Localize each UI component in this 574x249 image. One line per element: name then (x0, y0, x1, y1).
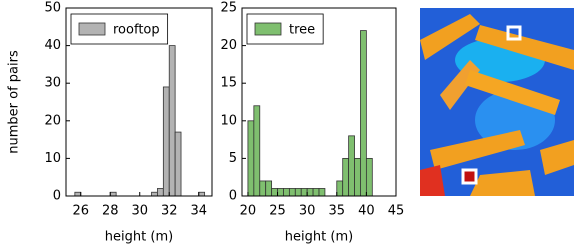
figure: 262830323401020304050height (m)number of… (0, 0, 574, 249)
y-tick-label: 20 (220, 38, 237, 53)
x-tick-label: 26 (72, 204, 89, 219)
y-tick-label: 20 (44, 113, 61, 128)
bar (75, 192, 81, 196)
x-tick-label: 25 (269, 204, 286, 219)
y-tick-label: 25 (220, 1, 237, 16)
bar (319, 188, 325, 196)
bar (163, 87, 169, 196)
bar (343, 158, 349, 196)
bar (248, 121, 254, 196)
bar (283, 188, 289, 196)
y-tick-label: 0 (53, 189, 61, 204)
bar (272, 188, 278, 196)
bar (175, 132, 181, 196)
x-tick-label: 32 (161, 204, 178, 219)
bar (295, 188, 301, 196)
bar (313, 188, 319, 196)
y-tick-label: 15 (220, 76, 237, 91)
y-axis-label: number of pairs (7, 50, 22, 154)
x-tick-label: 45 (388, 204, 405, 219)
y-tick-label: 0 (229, 189, 237, 204)
bar (152, 192, 158, 196)
bar (289, 188, 295, 196)
x-tick-label: 30 (299, 204, 316, 219)
x-tick-label: 34 (190, 204, 207, 219)
bar (278, 188, 284, 196)
x-tick-label: 20 (240, 204, 257, 219)
y-tick-label: 50 (44, 1, 61, 16)
x-axis-label: height (m) (285, 230, 353, 245)
y-tick-label: 10 (220, 113, 237, 128)
bar (110, 192, 116, 196)
x-axis-label: height (m) (105, 230, 173, 245)
bar (366, 158, 372, 196)
legend-swatch (79, 23, 105, 35)
bar (355, 158, 361, 196)
bar (157, 188, 163, 196)
legend-label: tree (289, 23, 315, 38)
bar (349, 136, 355, 196)
bar (254, 106, 260, 196)
bar (307, 188, 313, 196)
legend-swatch (255, 23, 281, 35)
bar (266, 181, 272, 196)
bar (337, 181, 343, 196)
bar (301, 188, 307, 196)
height-map-image (420, 8, 574, 196)
x-tick-label: 30 (131, 204, 148, 219)
y-tick-label: 40 (44, 38, 61, 53)
x-tick-label: 35 (328, 204, 345, 219)
bar (169, 46, 175, 196)
bar (199, 192, 205, 196)
marker-square (463, 170, 476, 183)
y-tick-label: 5 (229, 151, 237, 166)
x-tick-label: 28 (102, 204, 119, 219)
y-tick-label: 30 (44, 76, 61, 91)
y-tick-label: 10 (44, 151, 61, 166)
bar (360, 31, 366, 196)
legend-label: rooftop (113, 23, 160, 38)
x-tick-label: 40 (358, 204, 375, 219)
bar (260, 181, 266, 196)
